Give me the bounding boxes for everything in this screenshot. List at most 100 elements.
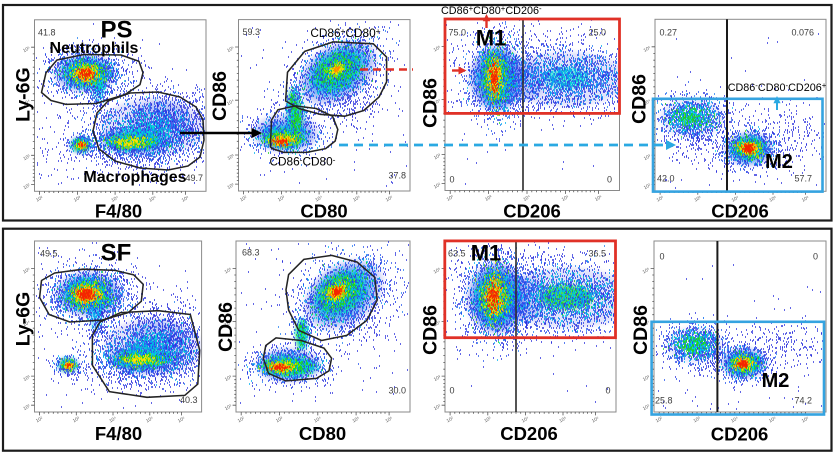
svg-text:10³: 10³ [693, 195, 702, 204]
svg-text:10⁵: 10⁵ [352, 195, 361, 204]
svg-text:CD206: CD206 [711, 201, 769, 222]
svg-text:0: 0 [660, 252, 665, 262]
svg-text:37.8: 37.8 [388, 171, 406, 181]
svg-text:F4/80: F4/80 [95, 201, 142, 222]
svg-text:10²: 10² [237, 416, 246, 425]
svg-text:Ly-6G: Ly-6G [13, 292, 35, 347]
svg-text:CD86: CD86 [630, 305, 652, 355]
svg-text:10⁴: 10⁴ [731, 195, 740, 204]
svg-text:M2: M2 [765, 151, 793, 173]
svg-text:59.3: 59.3 [243, 27, 261, 37]
svg-text:10⁴: 10⁴ [226, 98, 235, 107]
svg-text:10⁵: 10⁵ [561, 194, 570, 203]
svg-text:10⁵: 10⁵ [226, 45, 235, 54]
svg-text:10⁴: 10⁴ [313, 416, 322, 425]
svg-text:CD86+CD80+CD206-: CD86+CD80+CD206- [441, 4, 542, 17]
svg-text:10²: 10² [446, 194, 455, 203]
svg-text:42.0: 42.0 [657, 174, 675, 184]
svg-text:CD86: CD86 [209, 71, 231, 121]
svg-text:10²: 10² [239, 195, 248, 204]
svg-text:10⁵: 10⁵ [768, 195, 777, 204]
svg-text:25.8: 25.8 [655, 396, 673, 406]
svg-text:CD86: CD86 [420, 305, 442, 355]
svg-text:CD80: CD80 [300, 201, 347, 222]
svg-text:0: 0 [450, 386, 455, 396]
svg-text:10⁴: 10⁴ [642, 320, 651, 329]
svg-text:10³: 10³ [433, 153, 442, 162]
svg-text:Ly-6G: Ly-6G [13, 67, 35, 122]
svg-text:10³: 10³ [483, 416, 492, 425]
svg-text:M1: M1 [471, 241, 502, 266]
svg-text:10⁵: 10⁵ [433, 267, 442, 276]
svg-text:10²: 10² [35, 195, 44, 204]
svg-text:10⁶: 10⁶ [181, 195, 190, 204]
svg-text:10³: 10³ [643, 153, 652, 162]
svg-text:49.5: 49.5 [40, 249, 58, 259]
svg-text:10²: 10² [643, 182, 652, 191]
svg-text:0.076: 0.076 [791, 28, 814, 38]
svg-text:10²: 10² [35, 416, 44, 425]
svg-text:10⁴: 10⁴ [521, 416, 530, 425]
svg-text:10³: 10³ [226, 153, 235, 162]
svg-text:10³: 10³ [22, 153, 31, 162]
svg-text:10⁵: 10⁵ [224, 267, 233, 276]
svg-text:68.3: 68.3 [242, 248, 260, 258]
svg-text:10³: 10³ [224, 374, 233, 383]
svg-text:10²: 10² [433, 182, 442, 191]
svg-text:0: 0 [813, 252, 818, 262]
svg-text:10²: 10² [22, 403, 31, 412]
svg-text:10²: 10² [226, 182, 235, 191]
svg-text:10²: 10² [433, 403, 442, 412]
svg-text:40.3: 40.3 [180, 395, 198, 405]
svg-text:10⁴: 10⁴ [643, 98, 652, 107]
svg-text:PS: PS [100, 17, 132, 44]
svg-text:10³: 10³ [73, 195, 82, 204]
svg-text:10⁴: 10⁴ [22, 320, 31, 329]
svg-text:10⁴: 10⁴ [433, 320, 442, 329]
svg-text:10²: 10² [655, 416, 664, 425]
svg-text:30.0: 30.0 [388, 386, 406, 396]
svg-text:10²: 10² [656, 195, 665, 204]
svg-text:10⁵: 10⁵ [148, 195, 157, 204]
svg-text:10²: 10² [224, 403, 233, 412]
svg-text:10³: 10³ [484, 194, 493, 203]
svg-text:10⁶: 10⁶ [177, 416, 186, 425]
svg-text:M2: M2 [762, 370, 790, 392]
svg-text:10³: 10³ [72, 416, 81, 425]
svg-text:10⁵: 10⁵ [22, 45, 31, 54]
svg-text:CD80: CD80 [299, 423, 346, 444]
svg-text:10⁵: 10⁵ [22, 267, 31, 276]
svg-text:10⁵: 10⁵ [768, 416, 777, 425]
svg-text:10⁵: 10⁵ [558, 416, 567, 425]
svg-text:10³: 10³ [275, 416, 284, 425]
svg-text:CD86: CD86 [420, 78, 442, 128]
svg-text:10⁵: 10⁵ [642, 267, 651, 276]
svg-text:CD86-CD80-: CD86-CD80- [269, 154, 335, 168]
svg-text:10⁶: 10⁶ [801, 195, 810, 204]
svg-text:0: 0 [605, 386, 610, 396]
svg-text:10⁵: 10⁵ [351, 416, 360, 425]
svg-text:74.2: 74.2 [794, 396, 812, 406]
svg-text:10⁴: 10⁴ [314, 195, 323, 204]
svg-text:10⁵: 10⁵ [643, 45, 652, 54]
svg-text:10⁴: 10⁴ [433, 98, 442, 107]
svg-text:10³: 10³ [22, 374, 31, 383]
svg-text:10³: 10³ [642, 374, 651, 383]
svg-text:10²: 10² [642, 403, 651, 412]
svg-text:10⁴: 10⁴ [108, 416, 117, 425]
svg-text:10⁶: 10⁶ [801, 416, 810, 425]
svg-text:10⁵: 10⁵ [145, 416, 154, 425]
svg-text:M1: M1 [476, 26, 507, 51]
svg-text:10⁴: 10⁴ [224, 320, 233, 329]
svg-text:CD86+CD80+: CD86+CD80+ [310, 26, 380, 40]
svg-text:0.27: 0.27 [660, 28, 678, 38]
svg-text:10⁶: 10⁶ [594, 194, 603, 203]
svg-text:CD86: CD86 [215, 302, 237, 352]
svg-text:57.7: 57.7 [794, 174, 812, 184]
svg-text:Macrophages: Macrophages [83, 169, 186, 186]
svg-text:10⁶: 10⁶ [591, 416, 600, 425]
svg-text:10⁵: 10⁵ [433, 45, 442, 54]
svg-text:0: 0 [450, 175, 455, 185]
svg-text:10³: 10³ [277, 195, 286, 204]
svg-text:36.5: 36.5 [588, 249, 606, 259]
